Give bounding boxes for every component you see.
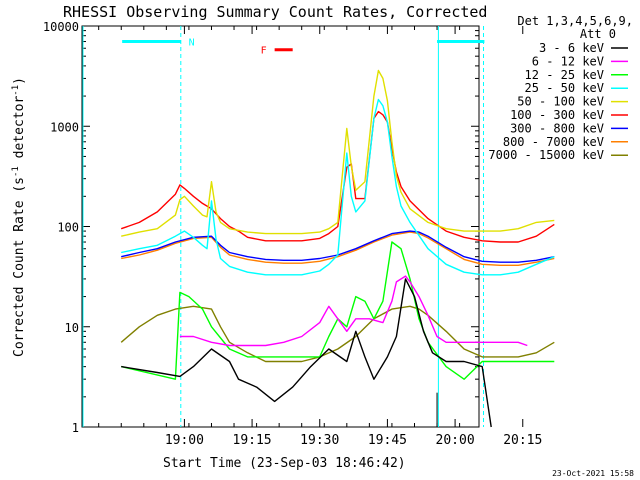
y-tick-label: 10000	[43, 20, 79, 34]
f-marker-label: F	[261, 46, 267, 57]
series-line-25-50-kev	[121, 98, 555, 276]
y-tick-labels: 1 10 100 1000 10000	[43, 20, 79, 435]
legend-label-100-300-kev: 100 - 300 keV	[510, 108, 604, 122]
x-tick-label: 19:30	[300, 433, 339, 448]
plot-frame	[81, 25, 480, 428]
y-tick-label: 1	[72, 421, 79, 435]
x-tick-label: 19:15	[233, 433, 272, 448]
y-tick-label: 10	[65, 321, 79, 335]
marker-layer: NF	[82, 26, 485, 427]
legend-label-50-100-kev: 50 - 100 keV	[517, 95, 604, 109]
series-line-300-800-kev	[121, 230, 555, 263]
legend-title-2: Att 0	[580, 27, 616, 41]
legend-label-7000-15000-kev: 7000 - 15000 keV	[488, 148, 604, 162]
y-axis-label-main: Corrected Count Rate (s	[12, 177, 27, 357]
series-line-7000-15000-kev	[120, 305, 555, 363]
y-axis-label-mid: detector	[12, 96, 27, 167]
series-line-800-7000-kev	[121, 231, 555, 266]
series-line-12-25-kev	[121, 241, 555, 380]
y-tick-label: 1000	[50, 120, 79, 134]
series-line-6-12-kev	[179, 275, 528, 347]
axis-ticks	[82, 25, 524, 428]
x-tick-label: 20:00	[436, 433, 475, 448]
y-tick-label: 100	[57, 221, 79, 235]
chart-title: RHESSI Observing Summary Count Rates, Co…	[63, 3, 487, 21]
legend-label-800-7000-kev: 800 - 7000 keV	[503, 135, 604, 149]
y-axis-label-sup1: -1	[11, 166, 21, 177]
n-marker-label: N	[189, 38, 195, 49]
y-axis-label: Corrected Count Rate (s-1 detector-1)	[11, 77, 27, 357]
x-axis-label: Start Time (23-Sep-03 18:46:42)	[163, 456, 406, 471]
x-tick-label: 20:15	[503, 433, 542, 448]
y-axis-label-sup2: -1	[11, 85, 21, 96]
y-axis-label-end: )	[12, 77, 27, 85]
series-line-3-6-kev	[121, 278, 492, 428]
legend-label-6-12-kev: 6 - 12 keV	[532, 54, 604, 68]
legend-label-3-6-kev: 3 - 6 keV	[539, 41, 604, 55]
x-tick-labels: 19:00 19:15 19:30 19:45 20:00 20:15	[165, 433, 542, 448]
series-layer	[120, 69, 555, 428]
legend-title-1: Det 1,3,4,5,6,9,	[517, 14, 633, 28]
legend-label-25-50-kev: 25 - 50 keV	[525, 81, 604, 95]
x-tick-label: 19:45	[368, 433, 407, 448]
legend-label-300-800-kev: 300 - 800 keV	[510, 121, 604, 135]
series-line-50-100-kev	[121, 69, 555, 237]
x-tick-label: 19:00	[165, 433, 204, 448]
legend-label-12-25-kev: 12 - 25 keV	[525, 68, 604, 82]
date-stamp: 23-Oct-2021 15:58	[552, 469, 634, 478]
